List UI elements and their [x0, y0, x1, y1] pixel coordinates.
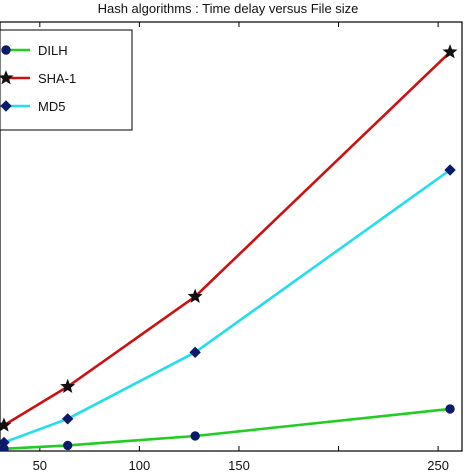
data-point	[444, 164, 456, 176]
x-tick-label: 100	[129, 458, 151, 473]
legend-marker	[0, 70, 14, 85]
plot-frame	[0, 21, 463, 452]
series-sha-1	[0, 44, 458, 432]
legend-label: DILH	[38, 43, 68, 58]
data-point	[187, 288, 203, 303]
legend-box	[0, 29, 133, 131]
legend-marker	[0, 100, 12, 112]
series-md5	[0, 164, 456, 449]
legend-label: MD5	[38, 99, 65, 114]
data-point	[0, 436, 10, 449]
legend-item: DILH	[1, 43, 68, 58]
series-line	[2, 50, 452, 427]
series-layer	[0, 44, 458, 451]
legend-item: MD5	[0, 99, 65, 114]
data-point	[61, 413, 74, 425]
axes: 50 100 150 250	[0, 21, 463, 473]
x-tick-label: 50	[33, 458, 47, 473]
data-point	[0, 417, 12, 432]
legend-item: SHA-1	[0, 70, 76, 86]
data-point	[189, 346, 201, 359]
legend: DILH SHA-1 MD5	[0, 29, 133, 131]
data-point	[60, 378, 76, 394]
chart-title: Hash algorithms : Time delay versus File…	[98, 1, 359, 16]
series-line	[2, 168, 452, 444]
data-point	[63, 440, 73, 451]
series-line	[2, 407, 452, 451]
data-point	[190, 431, 200, 441]
legend-marker	[1, 45, 11, 55]
x-tick-label: 150	[228, 458, 250, 473]
data-point	[445, 404, 455, 414]
legend-label: SHA-1	[38, 71, 76, 86]
data-point	[442, 44, 458, 59]
x-tick-label: 250	[427, 458, 449, 473]
